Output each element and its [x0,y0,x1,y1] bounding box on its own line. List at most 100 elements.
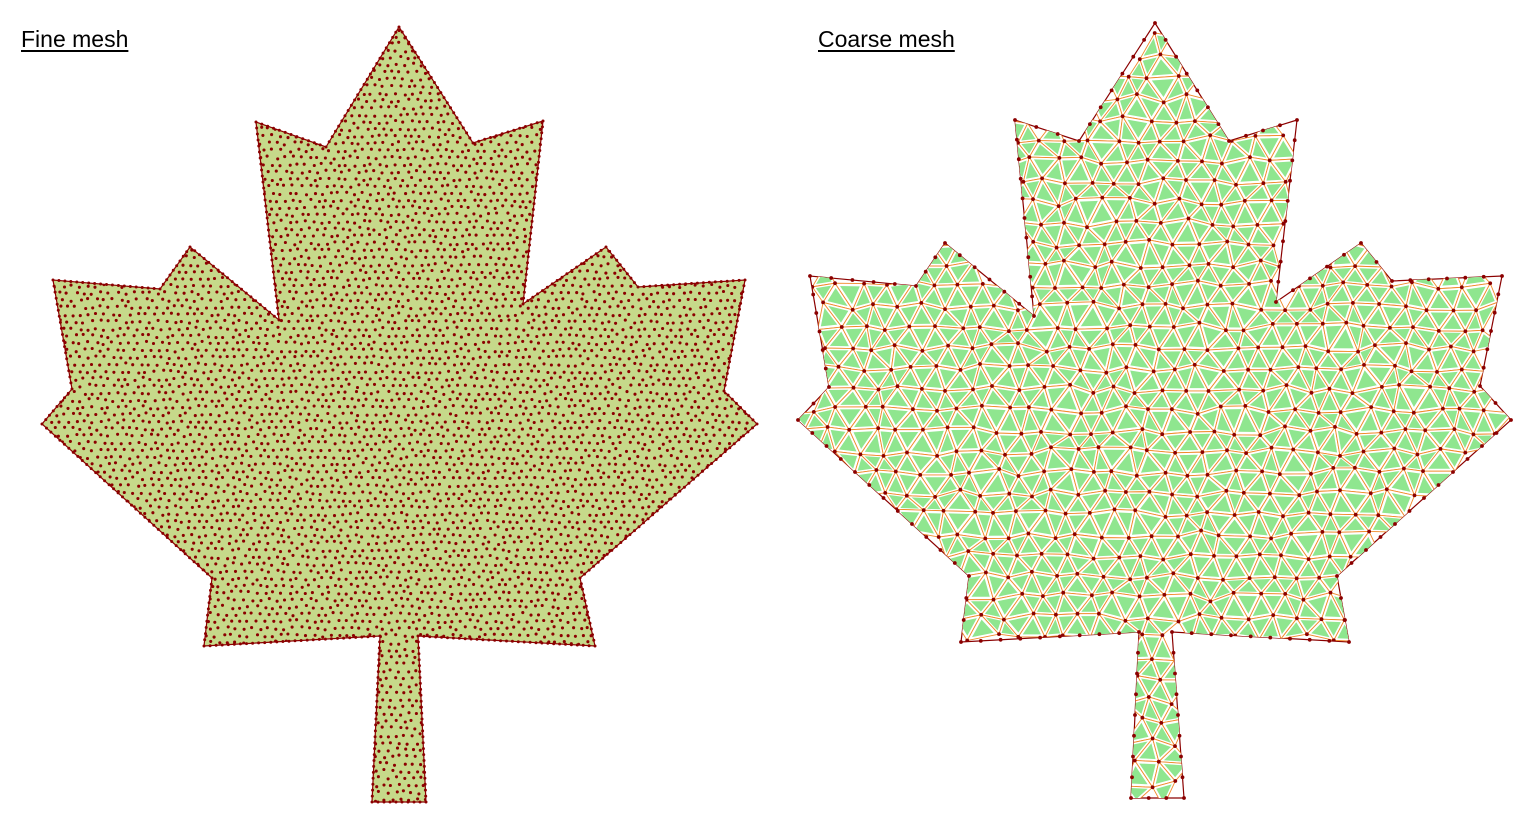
mesh-node [192,541,196,545]
mesh-node [390,454,394,458]
mesh-node [101,298,105,302]
mesh-node [596,441,600,446]
mesh-node [81,332,85,336]
mesh-node [483,476,487,481]
mesh-node [260,526,264,530]
mesh-node [438,455,442,460]
mesh-node [587,313,591,317]
mesh-node [338,421,342,425]
mesh-node [590,335,594,339]
boundary-node [527,249,531,253]
mesh-node [386,178,390,182]
mesh-node [590,392,594,396]
mesh-node [315,155,319,160]
mesh-node [341,411,345,415]
mesh-node [462,368,466,372]
mesh-node [315,385,319,389]
mesh-node [551,349,555,353]
mesh-node [561,611,565,615]
mesh-node [608,435,612,439]
mesh-node [310,290,314,294]
mesh-node [610,328,614,332]
boundary-node [69,280,73,283]
mesh-node [624,449,629,453]
mesh-node [220,475,225,479]
mesh-node [288,163,292,167]
mesh-node [215,348,219,352]
mesh-node [346,449,350,453]
mesh-node [721,289,726,294]
mesh-node [572,384,576,389]
mesh-node [348,370,352,374]
mesh-node [630,292,634,296]
mesh-node [299,140,303,144]
mesh-node [107,418,111,422]
mesh-node [289,150,293,154]
mesh-node [309,314,313,318]
mesh-node [645,297,649,301]
mesh-node [189,277,193,281]
mesh-node [459,192,463,196]
mesh-node [395,148,400,152]
mesh-node [353,204,357,208]
mesh-node [95,428,99,432]
mesh-node [374,468,378,472]
mesh-node [381,568,386,572]
boundary-node [134,507,138,511]
mesh-node [481,242,485,246]
mesh-node [254,348,258,352]
mesh-node [709,454,713,458]
mesh-node [529,385,533,389]
mesh-node [442,276,446,280]
mesh-node [494,590,498,594]
boundary-node [220,643,224,647]
mesh-node [440,255,444,259]
mesh-node [256,335,260,340]
mesh-node [378,377,382,381]
mesh-node [77,285,81,289]
mesh-node [161,414,165,418]
mesh-node [539,455,543,459]
boundary-node [375,705,379,709]
boundary-node [440,635,444,639]
mesh-node [157,489,161,493]
mesh-node [597,407,601,411]
mesh-node [378,678,382,682]
mesh-node [554,483,559,487]
mesh-node [176,469,180,473]
mesh-node [454,185,458,189]
mesh-node [288,289,292,294]
mesh-node [223,464,227,468]
mesh-node [505,456,509,460]
boundary-node [529,123,533,127]
mesh-node [512,228,516,232]
mesh-node [274,627,278,631]
mesh-node [598,463,602,467]
boundary-node [340,119,344,123]
mesh-node [126,326,130,330]
mesh-node [389,284,393,288]
mesh-node [680,421,684,425]
mesh-node [303,505,308,509]
mesh-node [413,526,417,530]
mesh-node [342,470,346,474]
mesh-node [397,28,401,33]
mesh-node [401,677,405,681]
mesh-node [512,483,516,487]
mesh-node [238,489,243,494]
boundary-node [251,641,255,645]
mesh-node [445,462,449,466]
mesh-node [414,211,418,216]
mesh-node [394,676,398,680]
mesh-node [237,390,241,394]
mesh-node [342,240,346,244]
mesh-node [321,304,326,308]
mesh-node [435,421,439,425]
mesh-node [671,447,675,451]
mesh-node [494,364,498,368]
mesh-node [200,311,204,316]
mesh-node [315,341,320,345]
mesh-node [665,448,669,452]
mesh-node [233,485,237,489]
mesh-node [730,305,734,309]
